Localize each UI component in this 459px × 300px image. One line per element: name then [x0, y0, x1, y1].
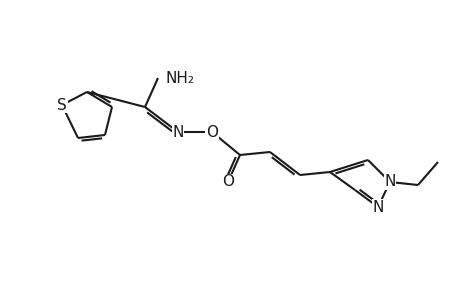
Text: O: O: [206, 124, 218, 140]
Text: O: O: [222, 175, 234, 190]
Text: N: N: [371, 200, 383, 214]
Text: NH₂: NH₂: [166, 70, 195, 86]
Text: N: N: [172, 124, 183, 140]
Text: N: N: [383, 175, 395, 190]
Text: S: S: [57, 98, 67, 112]
